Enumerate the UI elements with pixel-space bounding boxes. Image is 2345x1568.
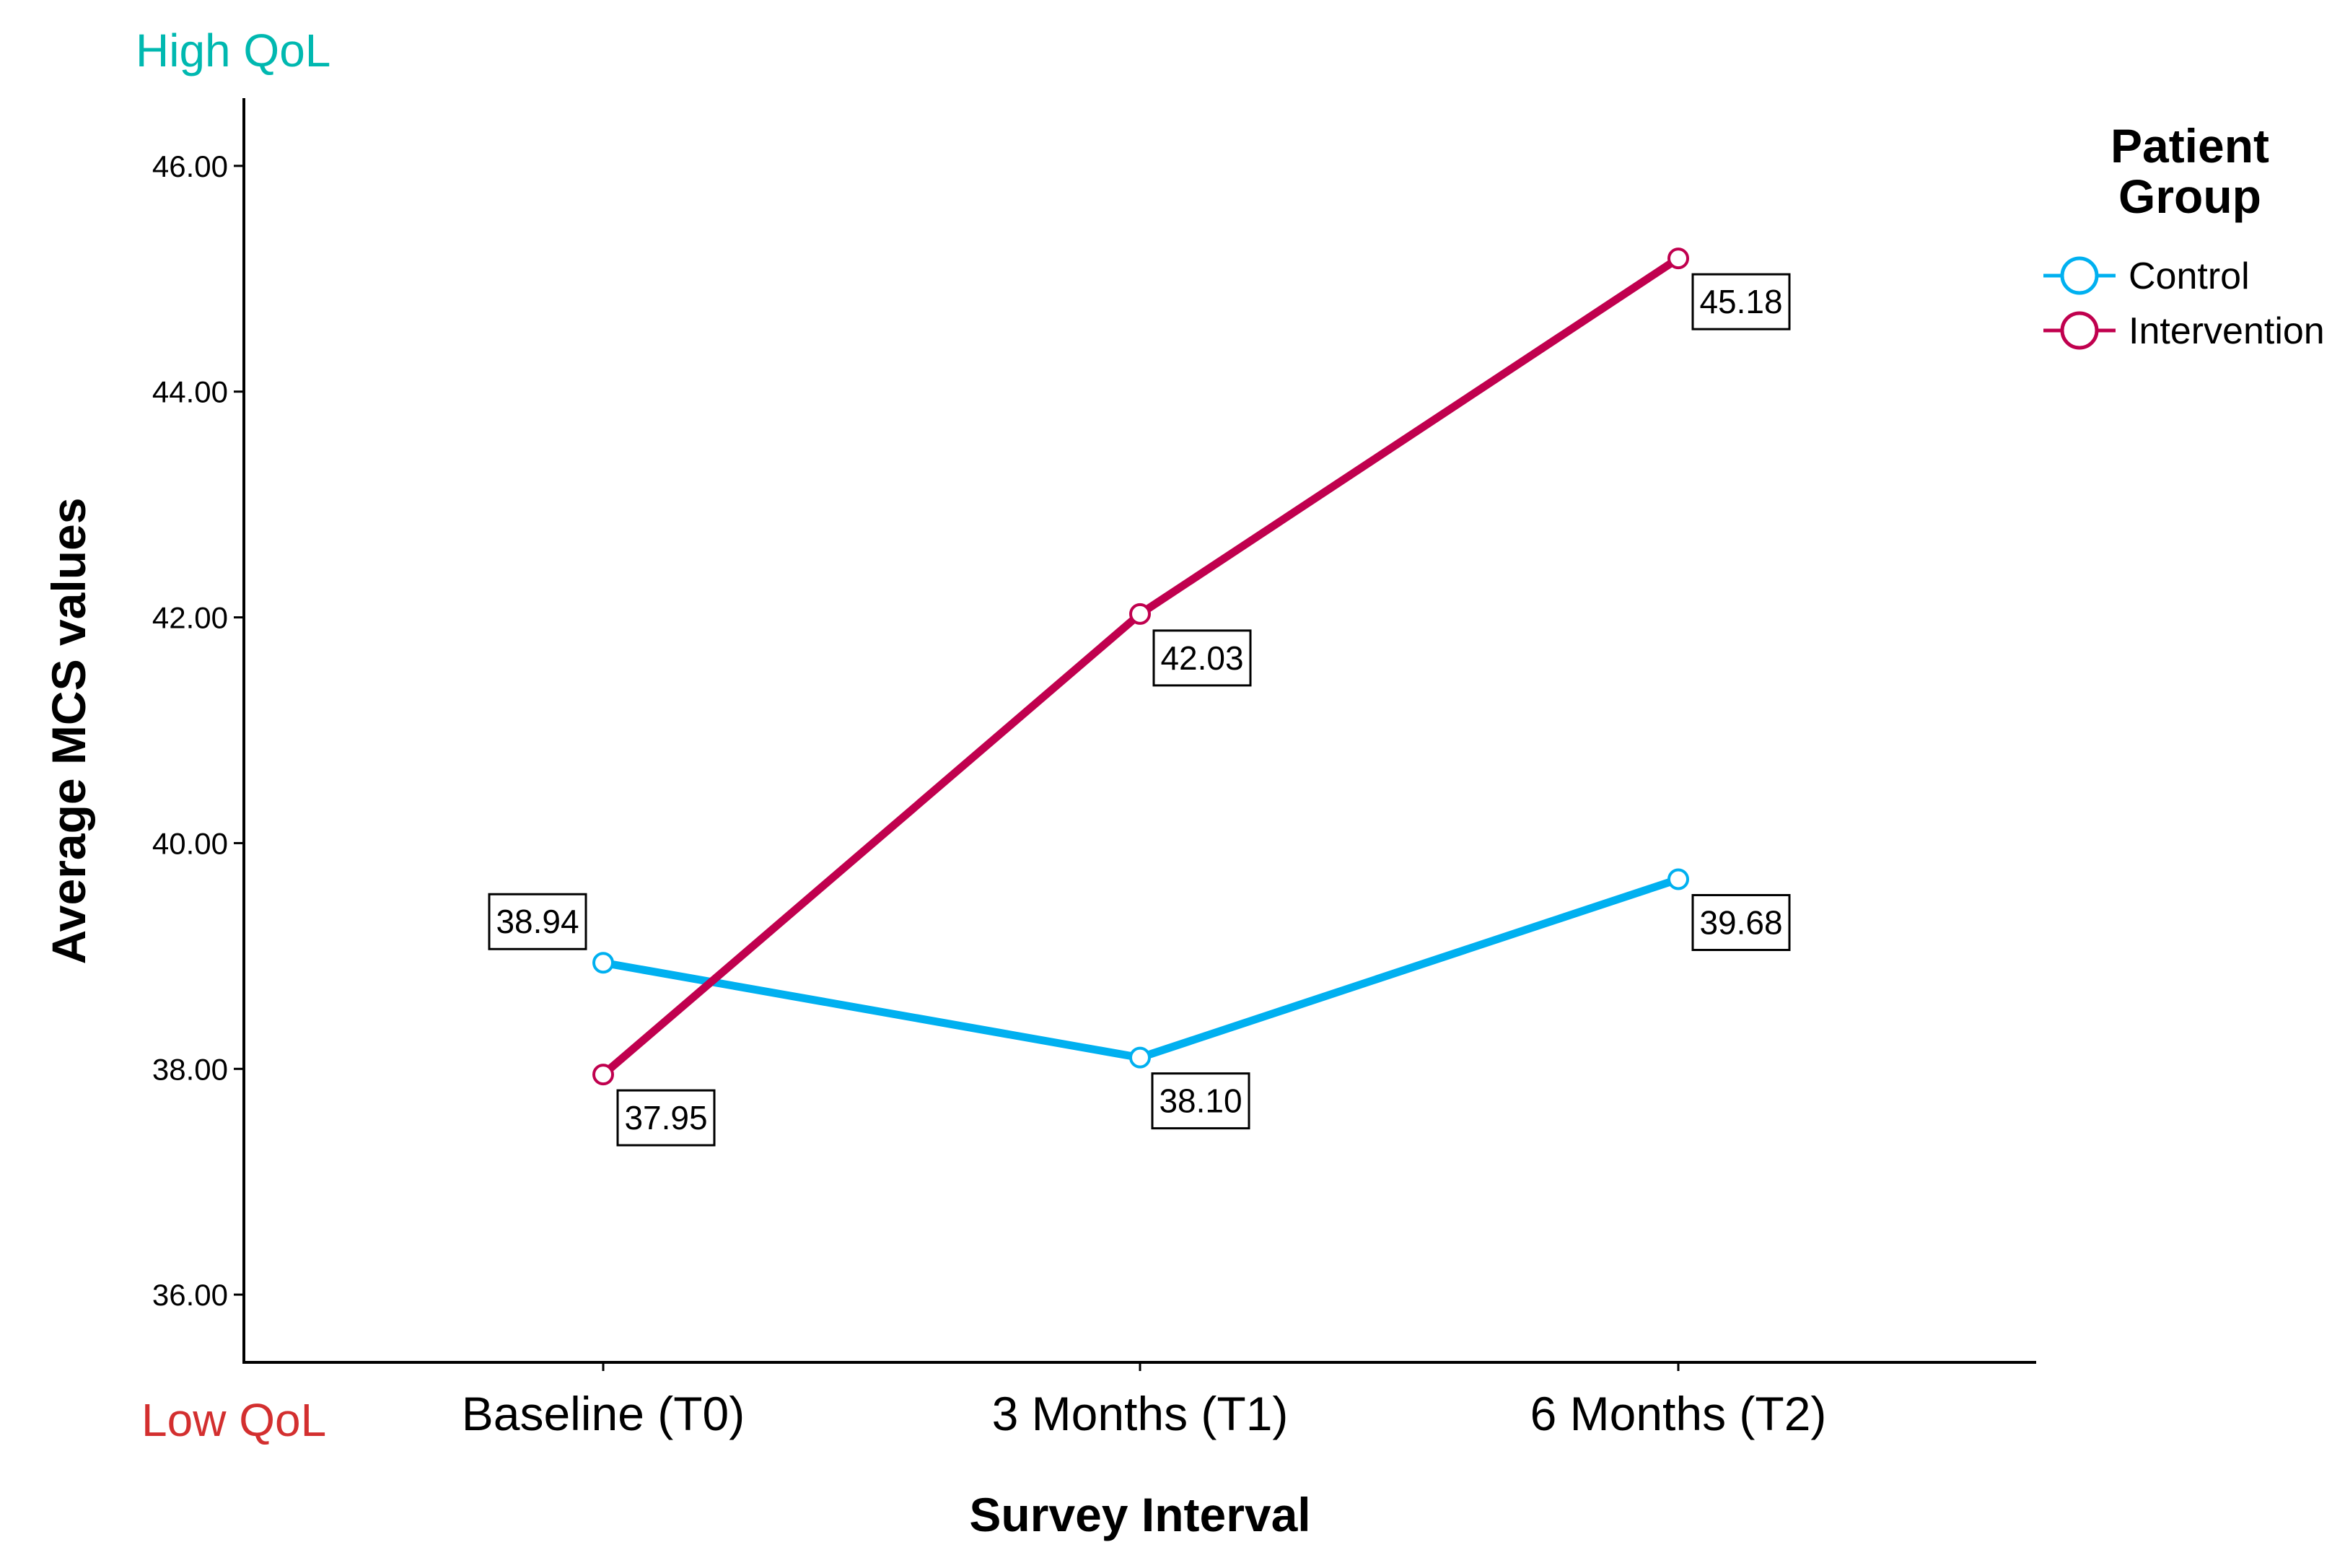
x-axis-title: Survey Interval (969, 1488, 1310, 1541)
legend-item-intervention: Intervention (2043, 310, 2325, 352)
legend-item-control: Control (2043, 255, 2250, 297)
legend-title-line-2: Group (2118, 170, 2261, 223)
data-label-box (1691, 273, 1791, 330)
legend-label: Intervention (2129, 310, 2325, 352)
x-tick-label: 6 Months (T2) (1530, 1387, 1827, 1440)
legend-title-line-1: Patient (2110, 119, 2269, 172)
legend-swatch-marker (2060, 256, 2099, 295)
data-label-control: 39.68 (1691, 893, 1791, 951)
data-label-control: 38.94 (488, 893, 587, 950)
data-labels-layer: 38.94 38.10 39.68 37.95 42.03 45.18 (488, 273, 1791, 1147)
x-tick-label: Baseline (T0) (462, 1387, 745, 1440)
data-label-intervention: 45.18 (1691, 273, 1791, 330)
data-label-box (1151, 1072, 1250, 1130)
data-label-box (1152, 629, 1252, 687)
y-tick-label: 38.00 (152, 1052, 228, 1086)
series-line-intervention (599, 254, 1683, 1079)
data-label-value: 38.94 (496, 903, 579, 940)
y-tick-label: 44.00 (152, 375, 228, 409)
data-label-box (616, 1089, 716, 1147)
data-label-value: 38.10 (1159, 1082, 1242, 1120)
y-axis-ticks: 36.00 38.00 40.00 42.00 44.00 46.00 (152, 149, 244, 1312)
data-label-value: 42.03 (1160, 639, 1243, 677)
data-label-value: 45.18 (1699, 283, 1782, 320)
data-point-control (1129, 1046, 1151, 1069)
data-point-control (1667, 868, 1689, 890)
legend-swatch-marker (2060, 311, 2099, 350)
data-label-intervention: 37.95 (616, 1089, 716, 1147)
data-label-value: 37.95 (624, 1099, 707, 1136)
x-tick-label: 3 Months (T1) (992, 1387, 1289, 1440)
y-tick-label: 46.00 (152, 149, 228, 183)
y-tick-label: 42.00 (152, 601, 228, 635)
legend: Patient Group Control Intervention (2043, 119, 2325, 352)
legend-label: Control (2129, 255, 2250, 297)
series-line-control (599, 875, 1683, 1062)
data-label-intervention: 42.03 (1152, 629, 1252, 687)
x-axis-ticks: Baseline (T0) 3 Months (T1) 6 Months (T2) (462, 1362, 1827, 1440)
data-point-intervention (1667, 248, 1689, 270)
y-axis-title: Average MCS values (42, 498, 95, 965)
data-label-box (488, 893, 587, 950)
data-label-box (1691, 893, 1791, 951)
series-layer (592, 248, 1689, 1086)
data-point-intervention (1129, 603, 1151, 625)
data-point-control (592, 952, 614, 974)
high-qol-note: High QoL (136, 25, 330, 76)
low-qol-note: Low QoL (141, 1394, 326, 1446)
data-label-control: 38.10 (1151, 1072, 1250, 1130)
y-tick-label: 40.00 (152, 826, 228, 860)
data-label-value: 39.68 (1699, 903, 1782, 941)
y-tick-label: 36.00 (152, 1278, 228, 1312)
legend-items: Control Intervention (2043, 255, 2325, 352)
data-point-intervention (592, 1064, 614, 1086)
